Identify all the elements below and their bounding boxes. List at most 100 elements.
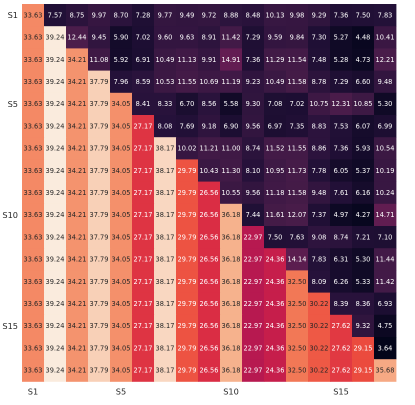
heatmap-cell xyxy=(286,337,309,360)
cell-value-label: 29.79 xyxy=(178,344,197,352)
cell-value-label: 22.97 xyxy=(244,367,263,375)
cell-value-label: 27.17 xyxy=(134,344,153,352)
cell-value-label: 38.17 xyxy=(156,256,175,264)
heatmap-cell xyxy=(352,337,375,360)
cell-value-label: 34.21 xyxy=(68,367,87,375)
heatmap-cell xyxy=(154,248,177,271)
heatmap-cell xyxy=(242,137,265,160)
cell-value-label: 33.63 xyxy=(24,322,43,330)
cell-value-label: 34.05 xyxy=(112,122,131,130)
cell-value-label: 33.63 xyxy=(24,11,43,19)
heatmap-cell xyxy=(66,159,89,182)
cell-value-label: 8.36 xyxy=(356,300,371,308)
heatmap-cells: 33.63 7.57 8.75 9.97 8.70 7.28 9.77 9.49 9.72 8.8… xyxy=(22,4,397,382)
heatmap-cell xyxy=(330,314,353,338)
cell-value-label: 34.21 xyxy=(68,344,87,352)
cell-value-label: 10.69 xyxy=(200,78,219,86)
cell-value-label: 8.83 xyxy=(312,122,327,130)
heatmap-cell xyxy=(66,359,89,382)
heatmap-cell xyxy=(264,314,287,338)
heatmap-cell xyxy=(88,4,111,27)
heatmap-cell xyxy=(154,115,177,138)
cell-value-label: 7.29 xyxy=(246,34,261,42)
cell-value-label: 5.27 xyxy=(334,34,349,42)
cell-value-label: 37.79 xyxy=(90,256,109,264)
heatmap-cell xyxy=(330,203,353,227)
cell-value-label: 11.61 xyxy=(266,211,285,219)
cell-value-label: 9.45 xyxy=(92,34,107,42)
cell-value-label: 9.56 xyxy=(246,189,261,197)
cell-value-label: 4.97 xyxy=(334,211,349,219)
heatmap-cell xyxy=(308,115,331,138)
cell-value-label: 4.73 xyxy=(356,56,371,64)
cell-value-label: 39.24 xyxy=(46,322,65,330)
heatmap-cell xyxy=(22,4,45,27)
cell-value-label: 9.97 xyxy=(92,11,107,19)
heatmap-cell xyxy=(66,115,89,138)
cell-value-label: 32.50 xyxy=(288,367,307,375)
heatmap-cell xyxy=(242,292,265,316)
heatmap-cell xyxy=(198,159,221,182)
heatmap-cell xyxy=(88,70,111,94)
cell-value-label: 8.39 xyxy=(334,300,349,308)
y-tick-label: S15 xyxy=(2,321,18,331)
y-tick-label: S10 xyxy=(2,210,18,220)
heatmap-cell xyxy=(66,226,89,249)
heatmap-cell xyxy=(44,115,67,138)
cell-value-label: 33.63 xyxy=(24,122,43,130)
cell-value-label: 11.18 xyxy=(266,189,285,197)
heatmap-cell xyxy=(242,226,265,249)
x-tick-label: S10 xyxy=(223,386,239,396)
cell-value-label: 26.56 xyxy=(200,322,219,330)
heatmap-cell xyxy=(242,48,265,71)
heatmap-cell xyxy=(66,292,89,316)
cell-value-label: 33.63 xyxy=(24,100,43,108)
cell-value-label: 37.79 xyxy=(90,211,109,219)
heatmap-cell xyxy=(198,26,221,49)
cell-value-label: 5.33 xyxy=(356,278,371,286)
heatmap-cell xyxy=(352,359,375,382)
cell-value-label: 34.21 xyxy=(68,167,87,175)
heatmap-cell xyxy=(374,248,397,271)
heatmap-cell xyxy=(176,314,199,338)
cell-value-label: 38.17 xyxy=(156,278,175,286)
heatmap-cell xyxy=(242,270,265,293)
heatmap-cell xyxy=(110,48,133,71)
heatmap-cell xyxy=(66,337,89,360)
heatmap-cell xyxy=(374,115,397,138)
heatmap-cell xyxy=(308,26,331,49)
cell-value-label: 26.56 xyxy=(200,367,219,375)
heatmap-cell xyxy=(286,314,309,338)
cell-value-label: 32.50 xyxy=(288,278,307,286)
heatmap-cell xyxy=(66,137,89,160)
cell-value-label: 33.63 xyxy=(24,189,43,197)
heatmap-cell xyxy=(286,203,309,227)
heatmap-cell xyxy=(88,26,111,49)
cell-value-label: 5.30 xyxy=(378,100,393,108)
heatmap-cell xyxy=(352,248,375,271)
heatmap-cell xyxy=(176,359,199,382)
cell-value-label: 27.17 xyxy=(134,367,153,375)
heatmap-cell xyxy=(44,48,67,71)
cell-value-label: 34.05 xyxy=(112,233,131,241)
y-tick-label: S1 xyxy=(8,10,18,20)
cell-value-label: 29.79 xyxy=(178,211,197,219)
cell-value-label: 30.22 xyxy=(310,322,329,330)
heatmap-cell xyxy=(154,137,177,160)
heatmap-cell xyxy=(198,270,221,293)
cell-value-label: 11.30 xyxy=(222,167,241,175)
heatmap-cell xyxy=(308,292,331,316)
cell-value-label: 6.07 xyxy=(356,122,371,130)
heatmap-cell xyxy=(176,226,199,249)
cell-value-label: 11.29 xyxy=(266,56,285,64)
heatmap-cell xyxy=(44,137,67,160)
heatmap-cell xyxy=(22,337,45,360)
cell-value-label: 27.17 xyxy=(134,256,153,264)
cell-value-label: 8.70 xyxy=(114,11,129,19)
heatmap-cell xyxy=(220,4,243,27)
cell-value-label: 9.56 xyxy=(246,122,261,130)
heatmap-cell xyxy=(220,115,243,138)
heatmap-cell xyxy=(22,159,45,182)
heatmap-cell xyxy=(374,203,397,227)
heatmap-cell xyxy=(110,159,133,182)
